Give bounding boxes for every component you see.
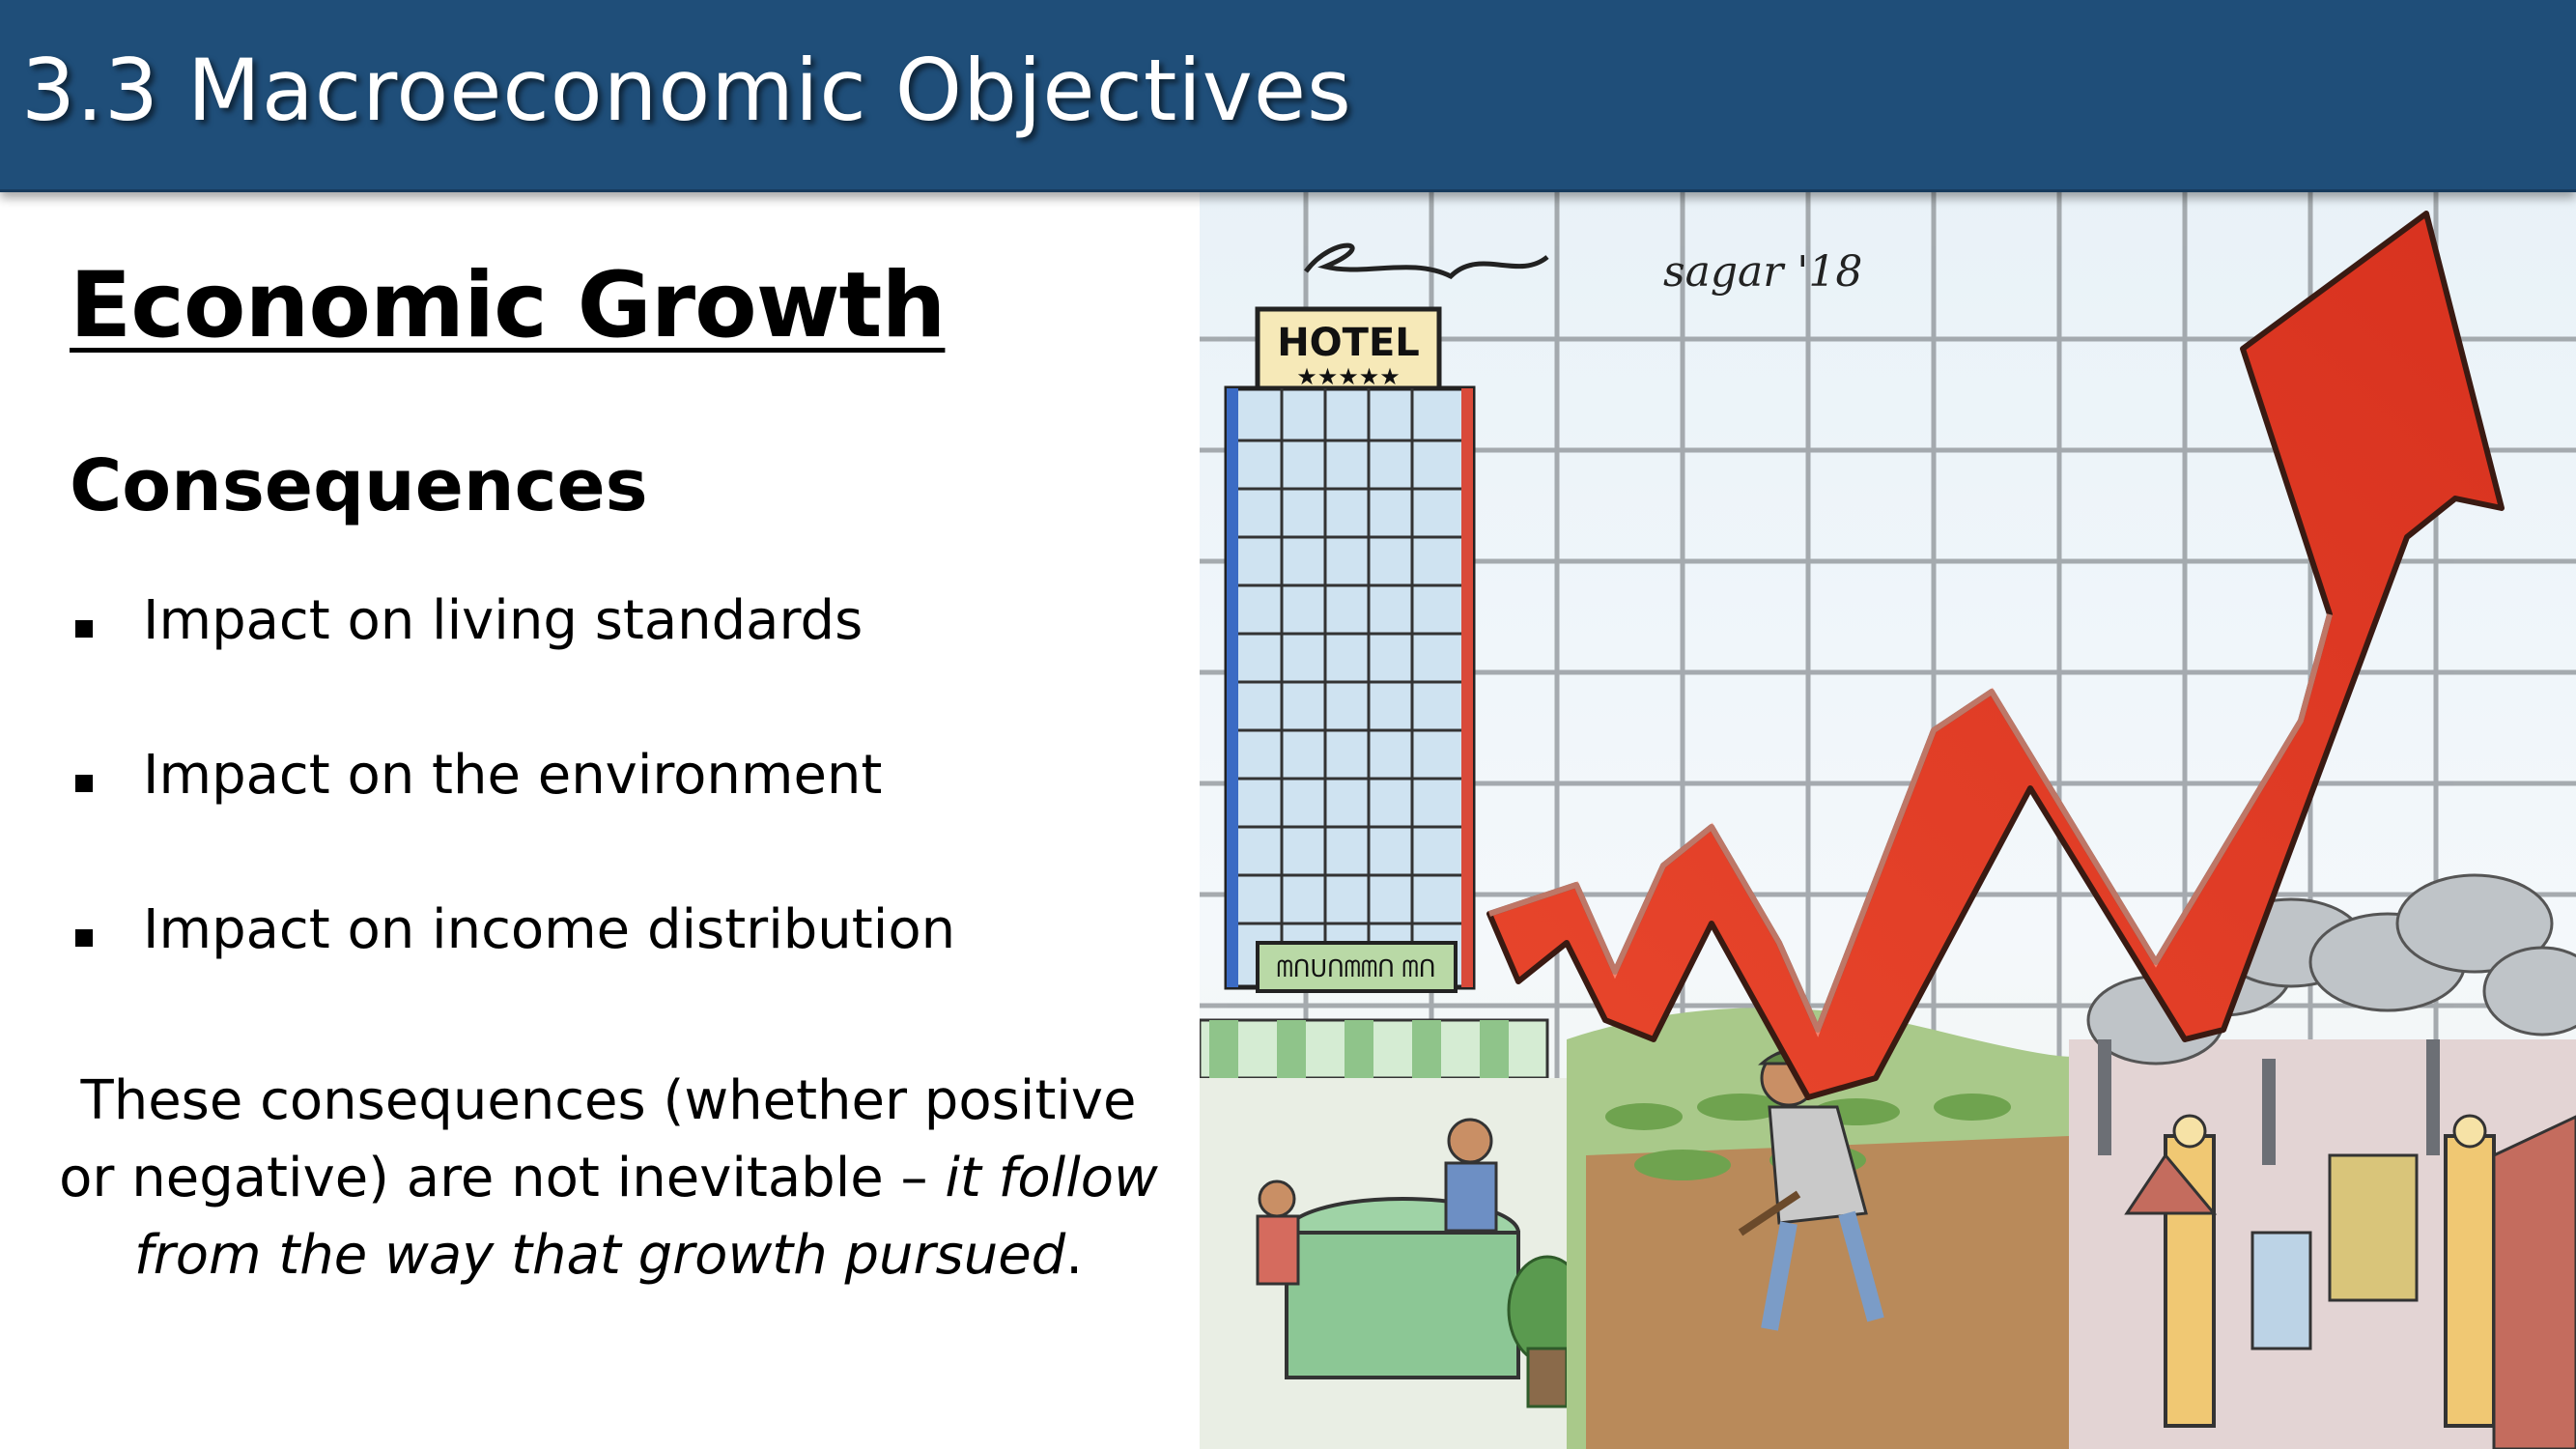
diner-body: [1256, 1214, 1300, 1286]
brick-wall-left: [2124, 1152, 2218, 1215]
bullet-text: Impact on living standards: [143, 589, 863, 652]
diner-head: [1258, 1179, 1296, 1218]
hotel-building: HOTEL ★★★★★ ᗰᑎᑌᑎᗰᗰᑎ ᗰᑎ: [1224, 306, 1476, 993]
hotel-stars: ★★★★★: [1296, 363, 1401, 390]
shop-sign-text: ᗰᑎᑌᑎᗰᗰᑎ ᗰᑎ: [1277, 955, 1436, 982]
awning-stripes: [1209, 1020, 1509, 1078]
hotel-sign-board: [1255, 306, 1442, 391]
square-bullet-icon: [75, 775, 93, 792]
square-bullet-icon: [75, 929, 93, 947]
artist-signature-icon: [1304, 242, 1549, 280]
pillar-lamp-right: [2452, 1114, 2487, 1149]
slide-title: 3.3 Macroeconomic Objectives: [21, 41, 1352, 140]
reception-desk: [1285, 1231, 1520, 1379]
factory-building: [2250, 1231, 2312, 1350]
bullet-text: Impact on the environment: [143, 744, 883, 807]
smoke-clouds: [2086, 873, 2576, 1065]
hotel-windows: [1238, 388, 1461, 952]
factory-scene: [2069, 873, 2576, 1449]
consequence-note: These consequences (whether positive or …: [58, 1063, 1159, 1294]
chimneys: [2098, 1039, 2440, 1165]
receptionist-body: [1444, 1161, 1498, 1233]
hotel-edge-blue: [1227, 388, 1238, 987]
note-italic: it follow from the way that growth pursu…: [133, 1147, 1158, 1287]
gate-pillar-right: [2444, 1134, 2496, 1428]
soil-field: [1586, 1136, 2069, 1449]
hotel-facade: [1224, 385, 1476, 990]
hotel-edge-red: [1461, 388, 1473, 987]
restaurant-scene: [1200, 1018, 1588, 1449]
hotel-sign-text: HOTEL: [1277, 321, 1420, 365]
receptionist-head: [1447, 1118, 1493, 1164]
shop-sign-board: [1256, 941, 1458, 993]
factory-tower: [2328, 1153, 2419, 1302]
farmer-legs: [1761, 1210, 1884, 1331]
growth-cartoon-illustration: sagar '18 HOTEL ★★★★★ ᗰᑎᑌᑎᗰᗰᑎ ᗰᑎ: [1200, 189, 2576, 1449]
subheading: Consequences: [70, 444, 648, 527]
hoe-handle: [1738, 1190, 1801, 1236]
square-bullet-icon: [75, 620, 93, 638]
pillar-lamp-left: [2172, 1114, 2207, 1149]
farm-scene: [1567, 1008, 2082, 1449]
growth-cartoon-svg: sagar '18 HOTEL ★★★★★ ᗰᑎᑌᑎᗰᗰᑎ ᗰᑎ: [1200, 189, 2576, 1449]
brick-wall: [2492, 1115, 2576, 1449]
arrow-highlight: [1488, 613, 2333, 1037]
note-end: .: [1065, 1224, 1084, 1287]
title-bar: 3.3 Macroeconomic Objectives: [0, 0, 2576, 192]
note-plain: These consequences (whether positive or …: [59, 1069, 1137, 1209]
bullet-text: Impact on income distribution: [143, 898, 956, 961]
signature-text: sagar '18: [1663, 247, 1862, 297]
section-heading: Economic Growth: [70, 253, 946, 358]
